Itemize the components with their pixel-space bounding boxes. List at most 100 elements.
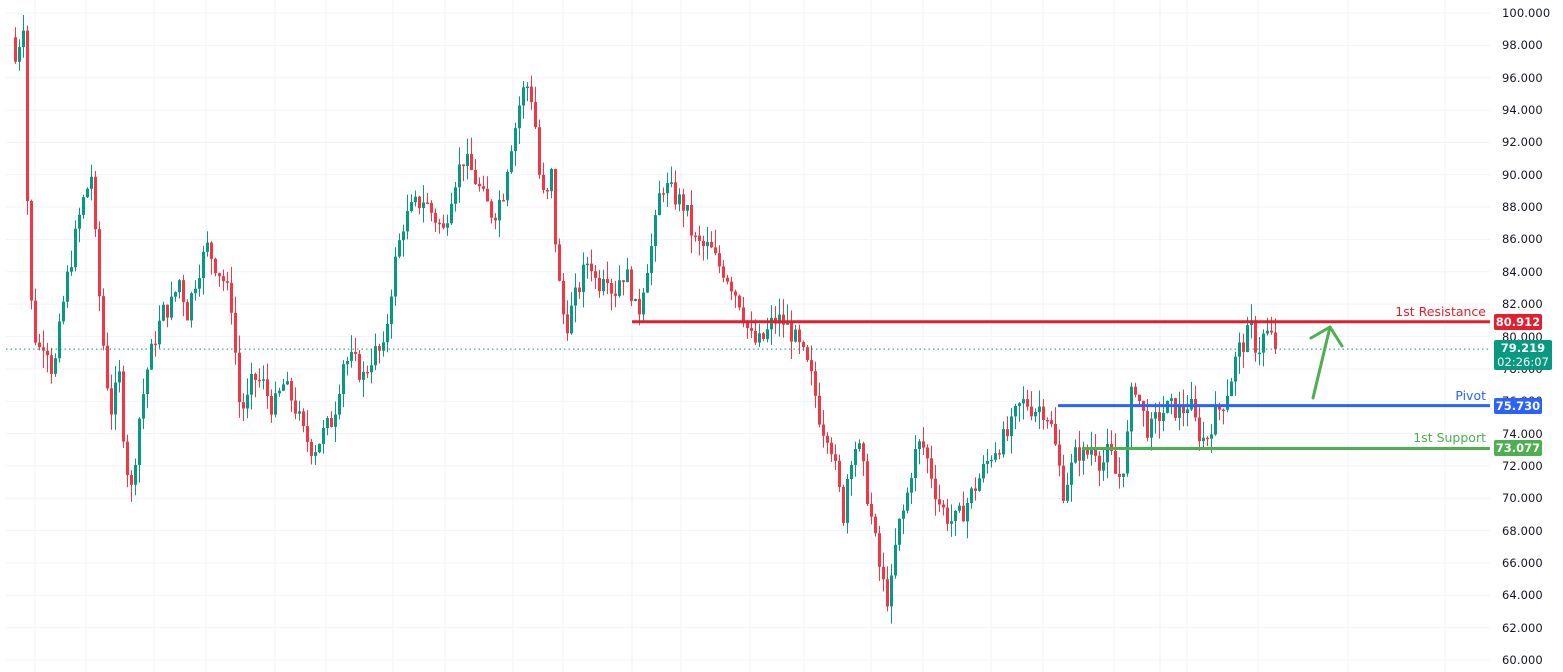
bar-countdown: 02:26:07 (1497, 355, 1549, 370)
candle-down (430, 202, 433, 213)
candle-up (574, 287, 577, 306)
candle-up (650, 246, 653, 273)
candle-down (490, 201, 493, 218)
candle-down (826, 435, 829, 443)
candle-down (1006, 429, 1009, 437)
candle-down (938, 499, 941, 505)
candle-down (842, 486, 845, 523)
candle-up (582, 264, 585, 293)
candle-down (1254, 320, 1257, 353)
candle-down (378, 346, 381, 351)
candle-down (566, 314, 569, 334)
candle-down (930, 458, 933, 479)
candle-up (1130, 386, 1133, 432)
candle-down (1094, 447, 1097, 456)
price-tick-label: 80.000 (1502, 329, 1543, 344)
candle-up (458, 164, 461, 188)
candle-up (1126, 431, 1129, 474)
candle-up (74, 228, 77, 268)
candle-up (1018, 403, 1021, 406)
support-price-tag: 73.077 (1494, 440, 1542, 457)
price-tick-label: 98.000 (1502, 38, 1543, 53)
candle-up (758, 333, 761, 343)
candle-up (134, 464, 137, 485)
candle-down (534, 102, 537, 128)
candle-up (770, 317, 773, 330)
candle-up (846, 478, 849, 523)
candle-down (270, 395, 273, 415)
candle-down (1138, 394, 1141, 401)
candle-down (974, 488, 977, 491)
candle-up (1074, 447, 1077, 463)
candle-down (486, 188, 489, 202)
candle-down (878, 533, 881, 567)
candle-down (606, 279, 609, 284)
candle-up (178, 280, 181, 293)
candle-down (94, 176, 97, 230)
candle-up (402, 231, 405, 241)
candle-up (466, 153, 469, 167)
candle-up (706, 241, 709, 247)
candle-up (642, 292, 645, 315)
candle-up (410, 202, 413, 212)
candle-up (1150, 418, 1153, 438)
candle-up (198, 278, 201, 289)
candle-down (210, 242, 213, 259)
candle-down (746, 321, 749, 329)
candle-up (506, 172, 509, 201)
candle-up (446, 223, 449, 228)
candle-down (126, 441, 129, 476)
candle-down (934, 478, 937, 500)
candle-down (1242, 342, 1245, 352)
candle-up (350, 352, 353, 361)
candle-up (914, 449, 917, 479)
candle-up (902, 510, 905, 519)
candle-up (374, 346, 377, 366)
candle-up (326, 418, 329, 429)
candle-up (854, 448, 857, 466)
candle-up (246, 394, 249, 409)
candle-down (258, 379, 261, 382)
candle-up (346, 360, 349, 365)
candle-up (966, 502, 969, 522)
candle-up (1022, 399, 1025, 404)
candle-down (1086, 448, 1089, 455)
candle-down (702, 240, 705, 247)
candle-down (1050, 420, 1053, 424)
candle-down (594, 271, 597, 278)
current-price-tag: 79.219 02:26:07 (1494, 340, 1552, 371)
arrowhead-icon (1309, 325, 1344, 348)
candle-up (66, 271, 69, 302)
candle-up (386, 324, 389, 343)
candle-up (150, 343, 153, 370)
candle-up (510, 151, 513, 173)
candle-down (638, 298, 641, 315)
candle-up (82, 197, 85, 215)
candle-down (926, 447, 929, 459)
candle-up (70, 267, 73, 272)
candle-down (470, 153, 473, 170)
price-tick-label: 84.000 (1502, 264, 1543, 279)
candle-down (722, 266, 725, 278)
candle-up (58, 321, 61, 359)
candle-down (834, 454, 837, 461)
candle-down (810, 360, 813, 372)
candle-down (806, 347, 809, 361)
candle-up (1230, 381, 1233, 397)
candle-up (1090, 447, 1093, 455)
candle-up (146, 369, 149, 395)
candle-up (1038, 406, 1041, 412)
candle-up (778, 314, 781, 324)
candle-down (630, 269, 633, 301)
candle-down (782, 314, 785, 325)
candle-up (194, 288, 197, 294)
price-tick-label: 62.000 (1502, 620, 1543, 635)
candle-down (886, 579, 889, 607)
candle-down (1206, 437, 1209, 440)
candle-down (866, 461, 869, 504)
candle-down (870, 503, 873, 517)
candle-up (22, 30, 25, 48)
candle-down (546, 189, 549, 192)
